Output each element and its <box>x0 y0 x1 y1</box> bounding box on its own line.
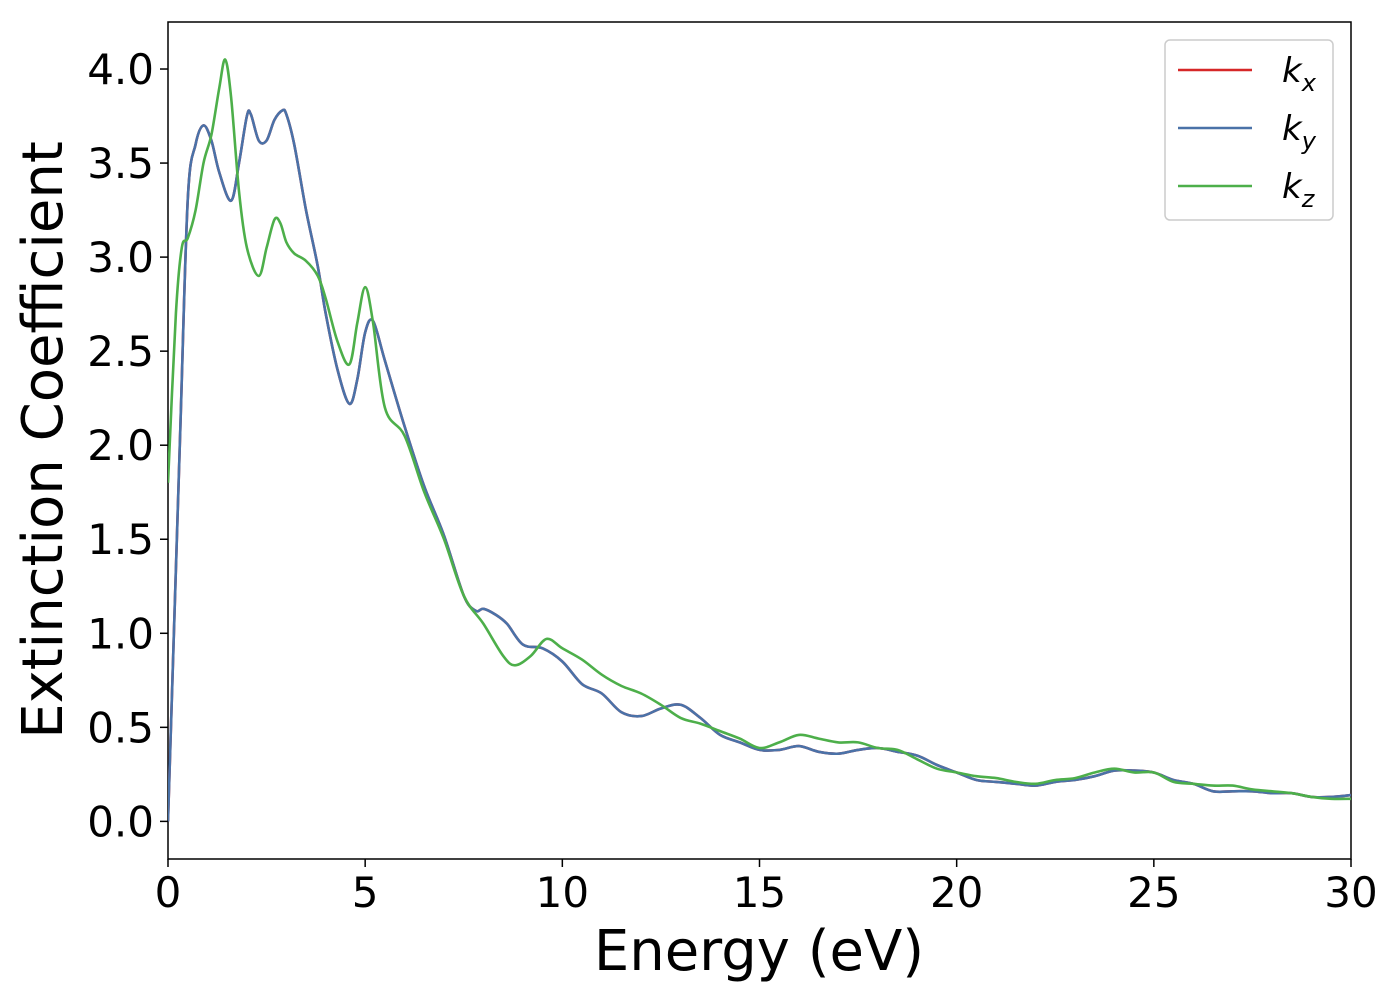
y-tick-label: 2.5 <box>87 327 154 376</box>
x-tick-label: 20 <box>930 868 983 917</box>
y-tick-label: 0.5 <box>87 703 154 752</box>
y-tick-label: 4.0 <box>87 45 154 94</box>
x-tick-label: 30 <box>1324 868 1377 917</box>
y-tick-label: 3.0 <box>87 233 154 282</box>
legend-label-base: k <box>1282 167 1303 207</box>
y-tick-label: 0.0 <box>87 797 154 846</box>
legend-label-z: kz <box>1282 167 1316 213</box>
series-line-y <box>168 108 1351 822</box>
x-axis-label: Energy (eV) <box>594 919 924 984</box>
x-tick-label: 5 <box>352 868 379 917</box>
y-tick-label: 1.5 <box>87 515 154 564</box>
y-tick-label: 3.5 <box>87 139 154 188</box>
legend-label-subscript: x <box>1301 69 1317 97</box>
x-axis-ticks: 0 5 10 15 20 25 30 <box>155 859 1378 917</box>
legend-label-y: ky <box>1282 109 1317 155</box>
y-tick-label: 1.0 <box>87 609 154 658</box>
x-tick-label: 0 <box>155 868 182 917</box>
legend-label-x: kx <box>1282 51 1317 97</box>
legend-label-subscript: z <box>1301 185 1316 213</box>
x-tick-label: 25 <box>1127 868 1180 917</box>
legend-label-base: k <box>1282 51 1303 91</box>
legend-box <box>1164 39 1334 221</box>
x-tick-label: 10 <box>536 868 589 917</box>
x-tick-label: 15 <box>733 868 786 917</box>
y-axis-ticks: 0.0 0.5 1.0 1.5 2.0 2.5 3.0 3.5 4.0 <box>87 45 168 846</box>
y-tick-label: 2.0 <box>87 421 154 470</box>
series-layer <box>168 58 1351 822</box>
legend-label-subscript: y <box>1301 127 1317 155</box>
series-line-z <box>168 58 1351 801</box>
legend-label-base: k <box>1282 109 1303 149</box>
y-axis-label: Extinction Coefficient <box>11 141 76 739</box>
